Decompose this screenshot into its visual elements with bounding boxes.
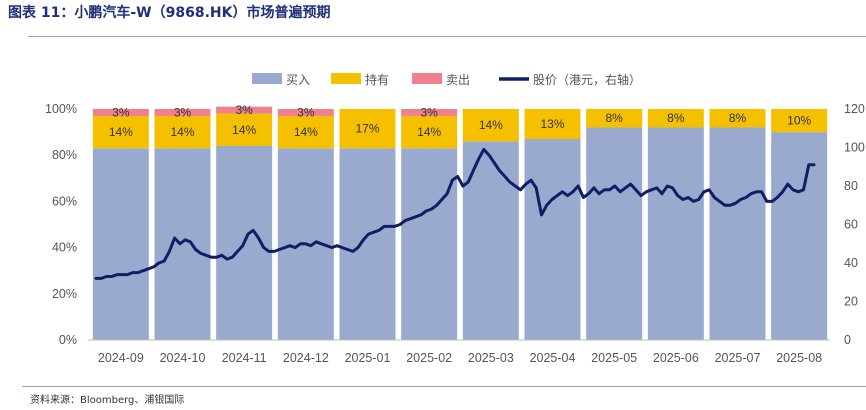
y-left-tick-label: 40% <box>52 241 77 255</box>
bar-hold <box>154 115 211 149</box>
x-tick-label: 2025-03 <box>468 351 514 365</box>
legend-swatch-hold <box>331 73 361 84</box>
x-tick-label: 2025-07 <box>715 351 761 365</box>
title-divider <box>28 36 866 37</box>
hold-data-label: 14% <box>109 125 133 139</box>
y-right-tick-label: 0 <box>844 333 851 347</box>
bar-buy <box>462 141 519 340</box>
bar-hold <box>92 115 149 149</box>
hold-data-label: 10% <box>787 114 811 128</box>
x-tick-label: 2025-04 <box>530 351 576 365</box>
source-divider <box>22 386 866 387</box>
bar-hold <box>277 115 334 149</box>
x-tick-label: 2024-12 <box>283 351 329 365</box>
bar-sell <box>216 106 273 114</box>
y-left-tick-label: 20% <box>52 287 77 301</box>
legend-swatch-buy <box>252 73 282 84</box>
chart-title: 图表 11：小鹏汽车-W（9868.HK）市场普遍预期 <box>8 2 330 22</box>
legend-label-price: 股价（港元，右轴） <box>533 72 641 87</box>
sell-data-label: 3% <box>297 105 315 119</box>
sell-data-label: 3% <box>420 105 438 119</box>
hold-data-label: 13% <box>540 117 564 131</box>
y-right-tick-label: 60 <box>844 218 858 232</box>
legend-label-sell: 卖出 <box>446 73 470 87</box>
bar-buy <box>586 127 643 340</box>
bar-buy <box>154 148 211 340</box>
x-tick-label: 2025-05 <box>591 351 637 365</box>
hold-data-label: 8% <box>729 111 747 125</box>
x-tick-label: 2025-08 <box>776 351 822 365</box>
hold-data-label: 14% <box>479 118 503 132</box>
y-left-tick-label: 100% <box>45 102 77 116</box>
hold-data-label: 8% <box>605 111 623 125</box>
source-note: 资料来源：Bloomberg、浦银国际 <box>30 395 185 406</box>
x-tick-label: 2024-11 <box>222 351 267 365</box>
y-right-tick-label: 120 <box>844 102 865 116</box>
hold-data-label: 17% <box>355 122 379 136</box>
bar-hold <box>524 109 581 140</box>
legend-label-hold: 持有 <box>365 72 389 87</box>
x-tick-label: 2024-10 <box>160 351 206 365</box>
bar-hold <box>647 109 704 128</box>
hold-data-label: 14% <box>170 125 194 139</box>
price-line <box>94 147 816 280</box>
sell-data-label: 3% <box>112 105 130 119</box>
bar-buy <box>401 148 458 340</box>
chart-title-prefix: 图表 11： <box>8 5 75 21</box>
sell-data-label: 3% <box>235 103 253 117</box>
bar-buy <box>92 148 149 340</box>
bar-buy <box>771 132 828 340</box>
bar-buy <box>339 148 396 340</box>
bar-sell <box>154 109 211 116</box>
bar-buy <box>647 127 704 340</box>
chart-title-text: 小鹏汽车-W（9868.HK）市场普遍预期 <box>74 5 331 21</box>
y-right-tick-label: 100 <box>844 141 865 155</box>
hold-data-label: 14% <box>294 125 318 139</box>
x-tick-label: 2025-01 <box>345 351 391 365</box>
y-left-tick-label: 80% <box>52 148 77 162</box>
sell-data-label: 3% <box>174 105 192 119</box>
bar-buy <box>709 127 766 340</box>
hold-data-label: 14% <box>417 125 441 139</box>
legend-swatch-sell <box>412 73 442 84</box>
x-tick-label: 2025-02 <box>406 351 452 365</box>
bar-buy <box>524 139 581 340</box>
bar-hold <box>339 109 396 149</box>
bar-hold <box>401 115 458 149</box>
x-tick-label: 2025-06 <box>653 351 699 365</box>
y-left-tick-label: 0% <box>59 333 77 347</box>
bar-hold <box>771 109 828 133</box>
bar-sell <box>401 109 458 116</box>
legend-label-buy: 买入 <box>286 73 310 87</box>
y-right-tick-label: 40 <box>844 256 858 270</box>
bar-hold <box>709 109 766 128</box>
y-right-tick-label: 80 <box>844 179 858 193</box>
x-tick-label: 2024-09 <box>98 351 144 365</box>
bar-hold <box>586 109 643 128</box>
bar-hold <box>462 109 519 142</box>
hold-data-label: 8% <box>667 111 685 125</box>
y-left-tick-label: 60% <box>52 194 77 208</box>
stacked-bar-line-chart: 买入 持有 卖出 股价（港元，右轴） 0% 20% 40% 60% 80% 100% 0 20 40 60… <box>45 72 865 365</box>
bar-hold <box>216 113 273 146</box>
y-right-tick-label: 20 <box>844 295 858 309</box>
hold-data-label: 14% <box>232 123 256 137</box>
bar-sell <box>277 109 334 116</box>
bar-sell <box>92 109 149 116</box>
